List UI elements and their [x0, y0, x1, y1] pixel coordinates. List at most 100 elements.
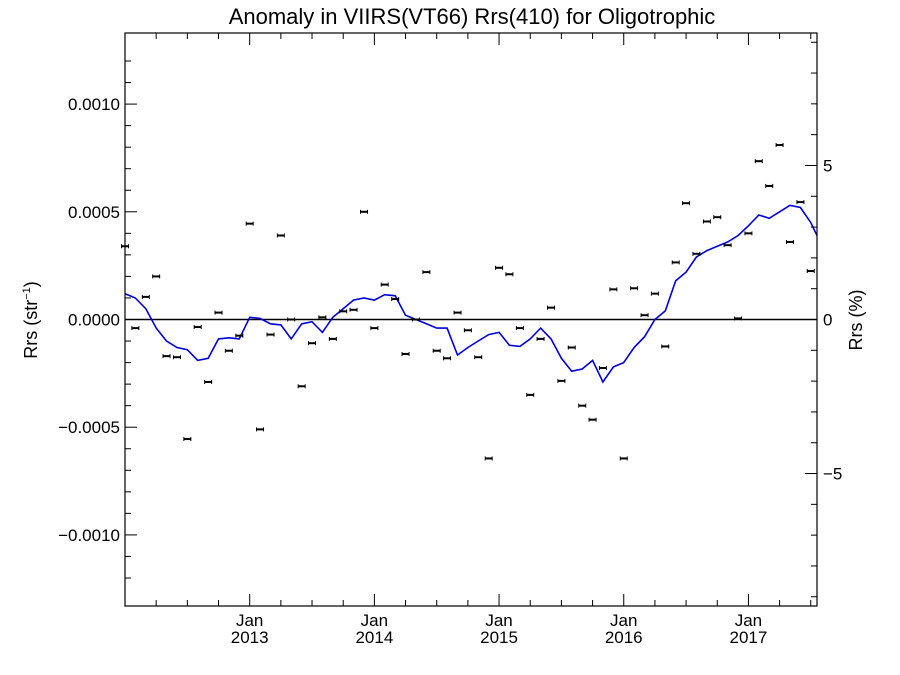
- data-point: [162, 354, 171, 359]
- data-point: [661, 344, 670, 349]
- data-point: [650, 291, 659, 296]
- y-left-tick-label: −0.0005: [58, 418, 120, 437]
- data-point: [193, 325, 202, 330]
- data-point: [328, 336, 337, 341]
- x-tick-label: Jan 2015: [480, 611, 518, 647]
- x-tick-label: Jan 2016: [605, 611, 643, 647]
- x-tick-label: Jan 2014: [355, 611, 393, 647]
- y-axis-left-title-text: Rrs (str: [21, 300, 41, 359]
- data-point: [308, 341, 317, 346]
- x-tick-label: Jan 2013: [231, 611, 269, 647]
- data-point: [245, 221, 254, 226]
- data-point: [578, 403, 587, 408]
- x-tick-label-year: 2014: [355, 628, 393, 647]
- data-point: [785, 239, 794, 244]
- data-point: [131, 326, 140, 331]
- x-tick-label: Jan 2017: [730, 611, 768, 647]
- data-point: [806, 269, 815, 274]
- data-point: [443, 356, 452, 361]
- data-point: [598, 365, 607, 370]
- data-point: [765, 183, 774, 188]
- data-point: [796, 200, 805, 205]
- points-layer: [121, 143, 815, 461]
- y-right-tick-label: 0: [823, 311, 832, 330]
- data-point: [713, 215, 722, 220]
- x-tick-label-month: Jan: [610, 611, 637, 630]
- y-left-tick-label: 0.0005: [68, 203, 120, 222]
- data-point: [526, 392, 535, 397]
- data-point: [630, 286, 639, 291]
- y-axis-left-title-sup: −1: [21, 287, 33, 300]
- data-point: [671, 260, 680, 265]
- data-point: [318, 315, 327, 320]
- data-point: [141, 294, 150, 299]
- data-point: [588, 417, 597, 422]
- x-tick-label-month: Jan: [485, 611, 512, 630]
- line-layer: [124, 204, 818, 384]
- data-point: [152, 274, 161, 279]
- x-tick-label-month: Jan: [361, 611, 388, 630]
- data-point: [505, 272, 514, 277]
- data-point: [235, 333, 244, 338]
- x-tick-label-year: 2015: [480, 628, 518, 647]
- data-point: [411, 317, 420, 322]
- data-point: [640, 313, 649, 318]
- data-point: [297, 384, 306, 389]
- data-point: [754, 159, 763, 164]
- data-point: [557, 378, 566, 383]
- data-point: [474, 355, 483, 360]
- data-point: [391, 297, 400, 302]
- x-tick-label-year: 2013: [231, 628, 269, 647]
- y-left-tick-label: −0.0010: [58, 526, 120, 545]
- data-point: [349, 307, 358, 312]
- data-point: [609, 287, 618, 292]
- data-point: [567, 345, 576, 350]
- data-point: [339, 309, 348, 314]
- y-left-tick-label: 0.0010: [68, 95, 120, 114]
- data-point: [204, 379, 213, 384]
- data-point: [702, 219, 711, 224]
- x-tick-label-year: 2017: [730, 628, 768, 647]
- data-point: [547, 305, 556, 310]
- data-point: [360, 209, 369, 214]
- data-point: [515, 326, 524, 331]
- data-point: [453, 310, 462, 315]
- data-point: [682, 201, 691, 206]
- data-point: [495, 265, 504, 270]
- y-axis-left-title-close: ): [21, 281, 41, 287]
- data-point: [744, 231, 753, 236]
- data-point: [723, 243, 732, 248]
- y-right-tick-label: 5: [823, 156, 832, 175]
- data-point: [775, 143, 784, 148]
- smoothed-anomaly-line: [124, 204, 818, 384]
- data-point: [432, 348, 441, 353]
- data-point: [172, 355, 181, 360]
- data-point: [692, 251, 701, 256]
- x-tick-label-month: Jan: [236, 611, 263, 630]
- data-point: [266, 332, 275, 337]
- data-point: [422, 270, 431, 275]
- data-point: [256, 427, 265, 432]
- data-point: [463, 328, 472, 333]
- y-left-tick-label: 0.0000: [68, 311, 120, 330]
- data-point: [484, 456, 493, 461]
- data-point: [183, 437, 192, 442]
- chart-title: Anomaly in VIIRS(VT66) Rrs(410) for Olig…: [229, 4, 716, 29]
- data-point: [276, 233, 285, 238]
- data-point: [380, 282, 389, 287]
- y-axis-right-title: Rrs (%): [846, 290, 866, 351]
- data-point: [619, 456, 628, 461]
- data-point: [370, 326, 379, 331]
- data-point: [401, 351, 410, 356]
- y-axis-left-title: Rrs (str−1): [21, 281, 41, 359]
- data-point: [214, 310, 223, 315]
- data-point: [536, 336, 545, 341]
- data-point: [734, 316, 743, 321]
- data-point: [287, 317, 296, 322]
- y-right-tick-label: −5: [823, 465, 842, 484]
- data-point: [224, 348, 233, 353]
- x-tick-label-month: Jan: [735, 611, 762, 630]
- x-tick-label-year: 2016: [605, 628, 643, 647]
